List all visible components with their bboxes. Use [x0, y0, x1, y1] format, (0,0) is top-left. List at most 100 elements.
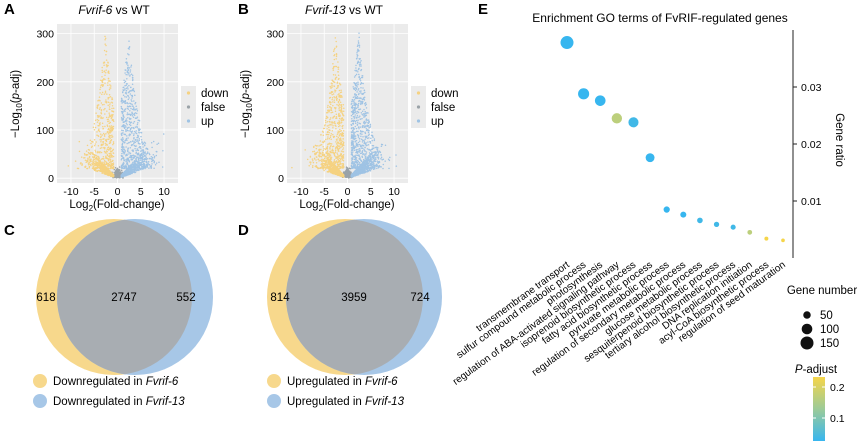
- volcano-point: [324, 168, 327, 170]
- volcano-point: [128, 48, 130, 50]
- volcano-point: [340, 89, 342, 92]
- volcano-point: [138, 164, 141, 167]
- volcano-point: [326, 138, 329, 140]
- volcano-point: [107, 146, 109, 149]
- volcano-point: [127, 95, 130, 97]
- volcano-point: [140, 154, 143, 157]
- volcano-point: [108, 136, 111, 138]
- volcano-point: [151, 156, 154, 159]
- volcano-point: [103, 49, 106, 52]
- volcano-point: [334, 89, 337, 92]
- volcano-point: [351, 162, 354, 164]
- volcano-point: [88, 165, 91, 168]
- volcano-point: [340, 146, 342, 148]
- volcano-point: [97, 115, 100, 117]
- volcano-point: [130, 166, 133, 169]
- volcano-point: [342, 130, 345, 132]
- volcano-point: [103, 93, 106, 95]
- volcano-point: [333, 58, 336, 61]
- volcano-point: [358, 143, 361, 146]
- volcano-point: [137, 128, 140, 130]
- volcano-point: [320, 143, 323, 146]
- volcano-point: [376, 160, 379, 162]
- volcano-point: [138, 142, 141, 145]
- volcano-point: [125, 58, 128, 60]
- volcano-point: [153, 161, 155, 164]
- volcano-point: [101, 93, 103, 96]
- volcano-point: [99, 114, 101, 117]
- volcano-point: [133, 114, 136, 117]
- volcano-point: [337, 125, 340, 128]
- volcano-point: [110, 139, 112, 142]
- volcano-point: [122, 149, 124, 151]
- volcano-point: [338, 134, 341, 137]
- volcano-point: [135, 159, 137, 161]
- legend-label-down: down: [201, 88, 229, 100]
- volcano-point: [325, 160, 328, 162]
- volcano-point: [117, 173, 120, 175]
- volcano-point: [127, 164, 130, 167]
- volcano-point: [355, 119, 358, 122]
- volcano-point: [95, 160, 97, 162]
- volcano-point: [364, 104, 367, 107]
- volcano-point: [388, 167, 390, 170]
- volcano-point: [332, 50, 335, 53]
- volcano-point: [341, 145, 343, 147]
- volcano-point: [107, 163, 110, 165]
- volcano-point: [354, 92, 356, 95]
- volcano-point: [134, 167, 136, 170]
- volcano-point: [100, 163, 102, 165]
- volcano-point: [360, 130, 362, 133]
- volcano-point: [134, 139, 137, 141]
- volcano-point: [335, 167, 337, 169]
- volcano-point: [84, 166, 86, 168]
- volcano-point: [351, 153, 353, 156]
- volcano-point: [357, 148, 359, 151]
- volcano-point: [95, 163, 97, 165]
- volcano-point: [339, 158, 342, 161]
- volcano-point: [144, 167, 146, 170]
- volcano-point: [106, 110, 108, 112]
- volcano-point: [340, 150, 343, 152]
- volcano-point: [136, 134, 139, 137]
- volcano-point: [132, 78, 134, 81]
- volcano-point: [151, 158, 154, 160]
- volcano-point: [336, 152, 338, 154]
- volcano-point: [127, 150, 129, 153]
- volcano-point: [102, 161, 104, 163]
- volcano-point: [108, 149, 110, 151]
- volcano-point: [357, 141, 360, 144]
- volcano-point: [363, 120, 366, 123]
- volcano-point: [134, 101, 137, 104]
- volcano-point: [147, 162, 149, 165]
- volcano-point: [104, 146, 106, 149]
- volcano-point: [331, 149, 333, 152]
- volcano-point: [121, 145, 123, 147]
- volcano-point: [337, 61, 339, 63]
- volcano-point: [395, 165, 398, 167]
- volcano-point: [363, 113, 366, 115]
- volcano-point: [356, 54, 358, 56]
- volcano-point: [99, 159, 101, 161]
- volcano-point: [315, 162, 318, 164]
- volcano-point: [337, 173, 339, 175]
- volcano-point: [336, 163, 339, 166]
- volcano-point: [328, 129, 331, 132]
- volcano-point: [97, 151, 99, 154]
- volcano-point: [327, 161, 329, 164]
- volcano-point: [139, 167, 141, 170]
- volcano-point: [357, 130, 359, 133]
- volcano-point: [333, 115, 336, 117]
- volcano-point: [326, 116, 329, 118]
- volcano-point: [334, 47, 336, 50]
- volcano-point: [106, 125, 109, 128]
- volcano-point: [126, 139, 128, 142]
- volcano-point: [363, 108, 365, 111]
- volcano-point: [128, 53, 130, 56]
- volcano-point: [338, 117, 341, 120]
- volcano-point: [104, 171, 107, 173]
- volcano-point: [361, 147, 363, 149]
- volcano-point: [127, 64, 129, 66]
- volcano-point: [376, 146, 379, 149]
- volcano-point: [101, 157, 104, 160]
